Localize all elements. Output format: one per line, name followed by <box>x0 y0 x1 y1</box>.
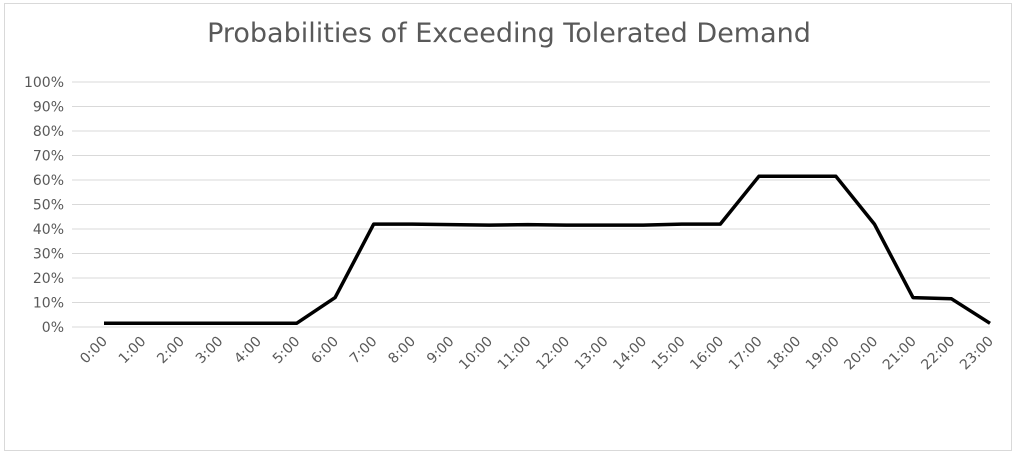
x-tick-label: 7:00 <box>347 334 381 368</box>
y-tick-label: 20% <box>33 271 64 287</box>
x-tick-label: 16:00 <box>687 334 727 374</box>
x-tick-label: 6:00 <box>308 334 342 368</box>
y-tick-label: 30% <box>33 247 64 263</box>
x-tick-label: 15:00 <box>649 334 689 374</box>
x-axis-ticks: 0:00 1:00 2:00 3:00 4:00 5:00 6:00 7:00 8:00 9:00… <box>77 334 997 374</box>
chart-frame <box>4 3 1012 451</box>
x-tick-label: 1:00 <box>116 334 150 368</box>
x-tick-label: 13:00 <box>572 334 612 374</box>
x-tick-label: 17:00 <box>726 334 766 374</box>
x-tick-label: 10:00 <box>456 334 496 374</box>
x-tick-label: 20:00 <box>841 334 881 374</box>
x-tick-label: 21:00 <box>880 334 920 374</box>
x-tick-label: 14:00 <box>610 334 650 374</box>
y-tick-label: 0% <box>42 320 64 336</box>
x-tick-label: 11:00 <box>495 334 535 374</box>
x-tick-label: 4:00 <box>231 334 265 368</box>
gridlines <box>72 81 990 328</box>
y-tick-label: 100% <box>24 75 64 91</box>
x-tick-label: 3:00 <box>193 334 227 368</box>
y-tick-label: 50% <box>33 198 64 214</box>
y-tick-label: 40% <box>33 222 64 238</box>
chart-title: Probabilities of Exceeding Tolerated Dem… <box>207 18 811 49</box>
x-tick-label: 0:00 <box>77 334 111 368</box>
x-tick-label: 9:00 <box>424 334 458 368</box>
y-tick-label: 60% <box>33 173 64 189</box>
x-tick-label: 2:00 <box>154 334 188 368</box>
x-tick-label: 19:00 <box>803 334 843 374</box>
y-tick-label: 70% <box>33 149 64 165</box>
y-tick-label: 10% <box>33 296 64 312</box>
x-tick-label: 8:00 <box>385 334 419 368</box>
series-lines <box>104 174 991 326</box>
x-tick-label: 23:00 <box>957 334 997 374</box>
series-line <box>104 174 991 326</box>
x-tick-label: 22:00 <box>918 334 958 374</box>
y-axis-ticks: 0% 10% 20% 30% 40% 50% 60% 70% 80% 90% 100% <box>24 75 64 336</box>
x-tick-label: 18:00 <box>764 334 804 374</box>
y-tick-label: 80% <box>33 124 64 140</box>
y-tick-label: 90% <box>33 100 64 116</box>
x-tick-label: 12:00 <box>533 334 573 374</box>
x-tick-label: 5:00 <box>270 334 304 368</box>
